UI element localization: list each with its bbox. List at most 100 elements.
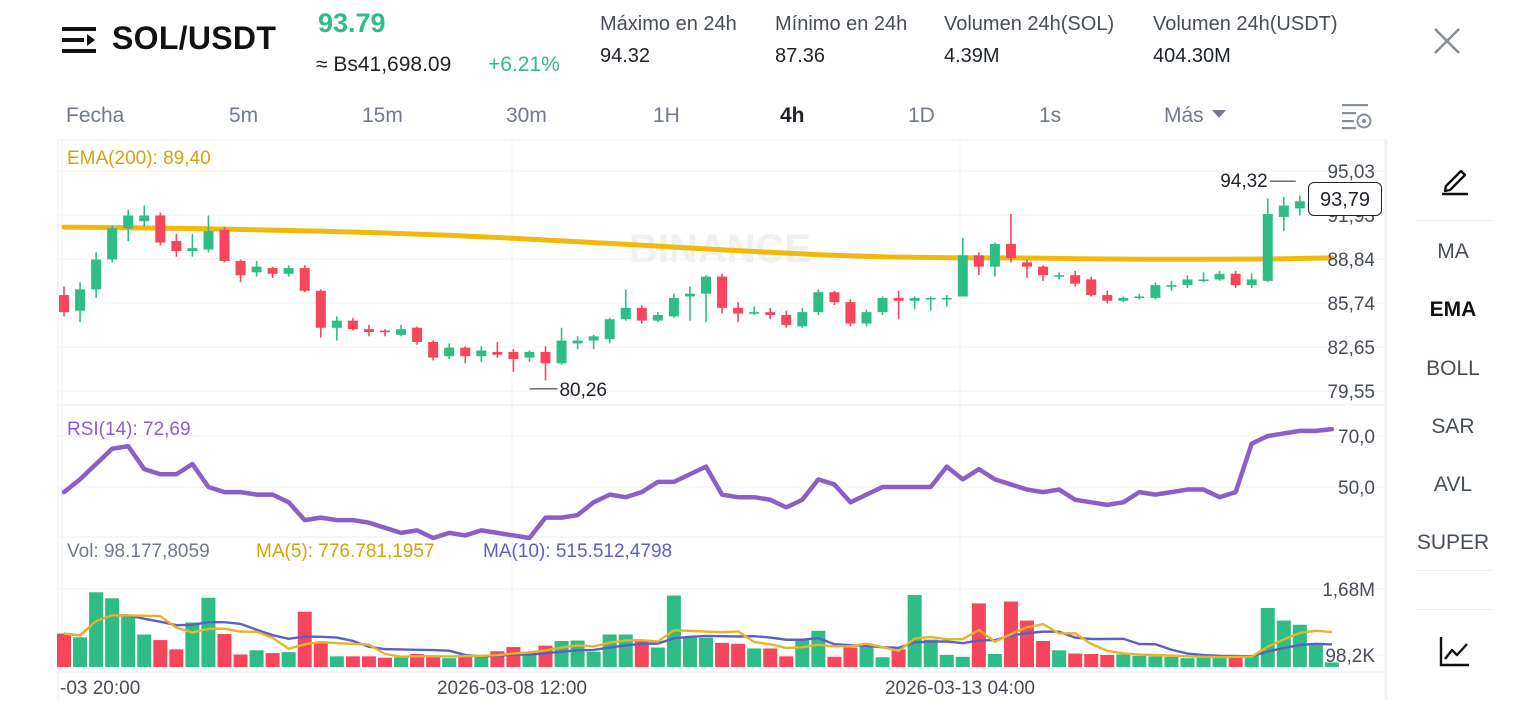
tab-1d[interactable]: 1D [908,104,935,127]
candle [877,297,888,313]
indicator-panel [1386,140,1520,700]
candle [1214,273,1225,280]
candle [251,266,262,273]
last-price: 93.79 [318,8,386,38]
price-axis-tick: 88,84 [1327,250,1375,271]
tab-15m[interactable]: 15m [362,104,403,127]
candle [107,228,118,260]
tab-4h[interactable]: 4h [780,104,805,127]
candle [733,307,744,314]
volume-bar [731,643,746,667]
candle [1054,275,1065,277]
pair-title[interactable]: SOL/USDT [112,20,277,56]
volume-bar [955,656,970,667]
candle [1150,285,1161,298]
candle [91,259,102,290]
indicator-avl[interactable]: AVL [1433,473,1473,496]
chart-grid [57,139,1386,700]
volume-bar [522,653,537,667]
ma10-legend: MA(10): 515.512,4798 [483,541,672,562]
volume-bar [394,657,409,667]
stat-label-high: Máximo en 24h [600,13,737,35]
ema-200-line [61,224,1335,262]
candle [380,330,390,333]
rsi-legend: RSI(14): 72,69 [67,419,191,440]
rsi-line [61,426,1335,541]
candle [989,243,1000,267]
volume-bar [1212,657,1227,667]
candle [412,327,423,342]
volume-bar [795,639,810,667]
volume-bar [1260,608,1275,667]
candle [620,307,631,320]
candle [396,329,407,335]
candle [652,314,663,321]
candle [59,295,69,313]
current-price-tag: 93,79 [1308,182,1382,216]
tab-more[interactable]: Más [1164,104,1226,128]
pencil-icon[interactable] [1438,162,1472,196]
candle [171,241,182,252]
candle [363,329,374,333]
volume-bar [891,649,906,667]
tab-30m[interactable]: 30m [506,104,547,127]
volume-bar [297,611,312,667]
indicator-super[interactable]: SUPER [1416,531,1490,554]
candle [556,340,567,364]
candle [1102,295,1113,301]
candle [781,314,792,325]
tab-fecha[interactable]: Fecha [66,104,125,127]
volume-bar [1100,654,1115,667]
candle [636,307,647,321]
candle [717,276,728,308]
tab-5m[interactable]: 5m [229,104,259,127]
volume-bar [618,634,633,667]
volume-bar [442,658,457,667]
volume-bar [265,653,280,667]
time-axis-tick: 2026-03-13 04:00 [885,678,1035,699]
high-marker-label: 94,32 [1220,171,1268,192]
candle [941,297,952,300]
volume-ma5-line [63,614,1333,659]
candle [187,248,198,252]
volume-bar [650,647,665,667]
candle [1022,262,1032,267]
menu-icon[interactable] [62,24,98,56]
candle [155,215,166,243]
volume-bar [426,655,441,667]
candle [139,215,150,222]
line-chart-icon[interactable] [1438,634,1472,668]
candle [1294,201,1305,209]
volume-bar [811,630,826,667]
indicator-boll[interactable]: BOLL [1426,357,1480,380]
volume-bar [105,598,120,667]
tab-1h[interactable]: 1H [653,104,680,127]
volume-bar [361,656,376,667]
volume-bar [73,637,88,667]
change-percent: +6.21% [488,53,560,76]
volume-bar [345,656,360,667]
volume-bar [634,639,649,667]
indicator-ema[interactable]: EMA [1429,298,1477,321]
stat-value-high: 94.32 [600,45,651,67]
candle [315,290,326,328]
candle [765,312,776,315]
volume-bar [1228,655,1243,667]
stat-value-volume-base: 4.39M [944,45,1000,67]
candle [1134,296,1145,299]
tab-1s[interactable]: 1s [1039,104,1062,127]
volume-bar [1308,644,1323,667]
divider [1416,570,1492,571]
indicator-ma[interactable]: MA [1437,240,1469,263]
divider [1416,220,1492,221]
price-axis-tick: 85,74 [1327,294,1375,315]
indicator-sar[interactable]: SAR [1431,415,1475,438]
candle [1166,285,1177,287]
price-axis-tick: 95,03 [1327,162,1375,183]
time-axis-tick: -03 20:00 [60,678,140,699]
close-icon[interactable] [1432,26,1462,56]
chart-settings-icon[interactable] [1340,101,1374,131]
volume-bar [763,648,778,667]
low-marker-label: 80,26 [559,380,607,401]
